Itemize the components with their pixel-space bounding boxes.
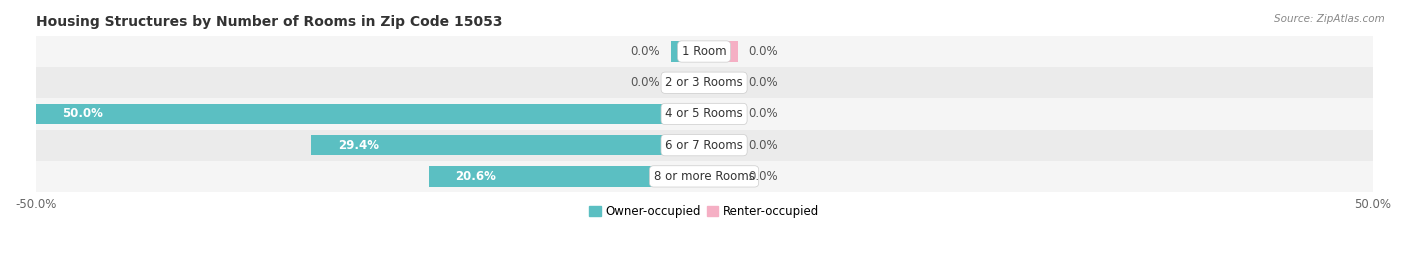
Bar (704, 135, 738, 155)
Text: 50.0%: 50.0% (62, 107, 103, 120)
Bar (704, 166, 738, 187)
Text: 0.0%: 0.0% (748, 107, 778, 120)
Bar (704, 104, 738, 124)
Text: 6 or 7 Rooms: 6 or 7 Rooms (665, 139, 742, 152)
Text: 0.0%: 0.0% (630, 45, 659, 58)
Bar (35, 36, 1372, 67)
Text: 0.0%: 0.0% (748, 45, 778, 58)
Text: 0.0%: 0.0% (630, 76, 659, 89)
Legend: Owner-occupied, Renter-occupied: Owner-occupied, Renter-occupied (583, 200, 824, 223)
Bar (35, 104, 704, 124)
Bar (671, 73, 704, 93)
Bar (671, 41, 704, 62)
Text: Housing Structures by Number of Rooms in Zip Code 15053: Housing Structures by Number of Rooms in… (35, 15, 502, 29)
Text: 1 Room: 1 Room (682, 45, 727, 58)
Text: 20.6%: 20.6% (456, 170, 496, 183)
Bar (704, 73, 738, 93)
Text: Source: ZipAtlas.com: Source: ZipAtlas.com (1274, 14, 1385, 23)
Bar (35, 67, 1372, 98)
Bar (429, 166, 704, 187)
Text: 0.0%: 0.0% (748, 170, 778, 183)
Text: 29.4%: 29.4% (337, 139, 378, 152)
Text: 0.0%: 0.0% (748, 76, 778, 89)
Text: 4 or 5 Rooms: 4 or 5 Rooms (665, 107, 742, 120)
Text: 8 or more Rooms: 8 or more Rooms (654, 170, 755, 183)
Text: 0.0%: 0.0% (748, 139, 778, 152)
Bar (35, 161, 1372, 192)
Bar (311, 135, 704, 155)
Bar (704, 41, 738, 62)
Text: 2 or 3 Rooms: 2 or 3 Rooms (665, 76, 742, 89)
Bar (35, 98, 1372, 130)
Bar (35, 130, 1372, 161)
